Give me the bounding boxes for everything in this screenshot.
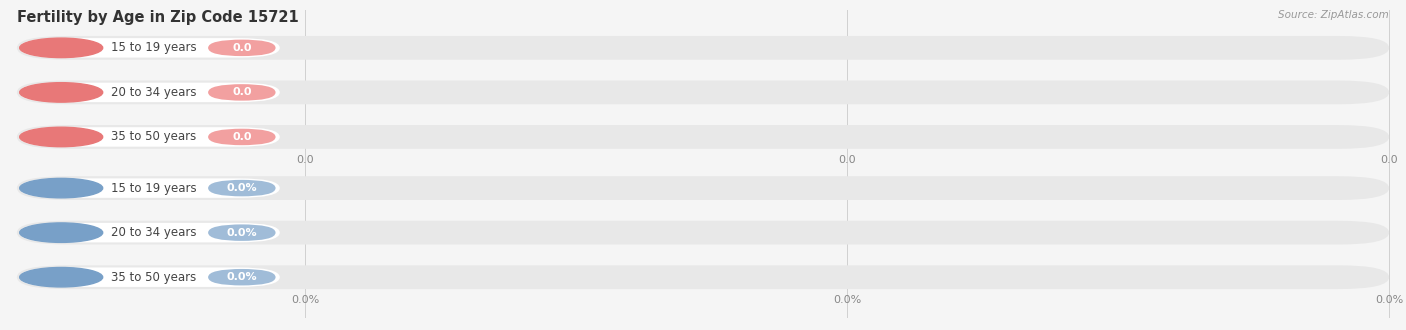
FancyBboxPatch shape — [17, 125, 1389, 149]
Text: 35 to 50 years: 35 to 50 years — [111, 130, 197, 144]
FancyBboxPatch shape — [20, 223, 280, 243]
FancyBboxPatch shape — [208, 40, 276, 56]
Circle shape — [20, 127, 103, 147]
FancyBboxPatch shape — [20, 267, 280, 287]
Text: 0.0: 0.0 — [1381, 155, 1398, 165]
FancyBboxPatch shape — [208, 269, 276, 285]
Text: 0.0: 0.0 — [297, 155, 314, 165]
Text: 0.0%: 0.0% — [832, 295, 862, 305]
Text: 0.0%: 0.0% — [226, 272, 257, 282]
FancyBboxPatch shape — [20, 38, 280, 58]
Text: Fertility by Age in Zip Code 15721: Fertility by Age in Zip Code 15721 — [17, 10, 298, 25]
FancyBboxPatch shape — [208, 84, 276, 101]
FancyBboxPatch shape — [20, 178, 280, 198]
Text: 0.0%: 0.0% — [226, 228, 257, 238]
Circle shape — [20, 178, 103, 198]
Text: 15 to 19 years: 15 to 19 years — [111, 41, 197, 54]
FancyBboxPatch shape — [20, 127, 280, 147]
Text: 0.0: 0.0 — [232, 87, 252, 97]
Text: 0.0%: 0.0% — [226, 183, 257, 193]
Circle shape — [20, 223, 103, 243]
Circle shape — [20, 38, 103, 58]
Text: 0.0%: 0.0% — [1375, 295, 1403, 305]
Text: 0.0: 0.0 — [232, 132, 252, 142]
FancyBboxPatch shape — [17, 221, 1389, 245]
Text: 0.0%: 0.0% — [291, 295, 319, 305]
FancyBboxPatch shape — [17, 36, 1389, 60]
Text: 0.0: 0.0 — [232, 43, 252, 53]
Text: 0.0: 0.0 — [838, 155, 856, 165]
FancyBboxPatch shape — [208, 180, 276, 196]
FancyBboxPatch shape — [17, 81, 1389, 104]
Circle shape — [20, 267, 103, 287]
FancyBboxPatch shape — [17, 176, 1389, 200]
Text: 20 to 34 years: 20 to 34 years — [111, 86, 197, 99]
FancyBboxPatch shape — [20, 82, 280, 102]
FancyBboxPatch shape — [208, 129, 276, 145]
Text: 20 to 34 years: 20 to 34 years — [111, 226, 197, 239]
Text: Source: ZipAtlas.com: Source: ZipAtlas.com — [1278, 10, 1389, 20]
Circle shape — [20, 82, 103, 102]
FancyBboxPatch shape — [17, 265, 1389, 289]
FancyBboxPatch shape — [208, 224, 276, 241]
Text: 35 to 50 years: 35 to 50 years — [111, 271, 197, 284]
Text: 15 to 19 years: 15 to 19 years — [111, 182, 197, 195]
